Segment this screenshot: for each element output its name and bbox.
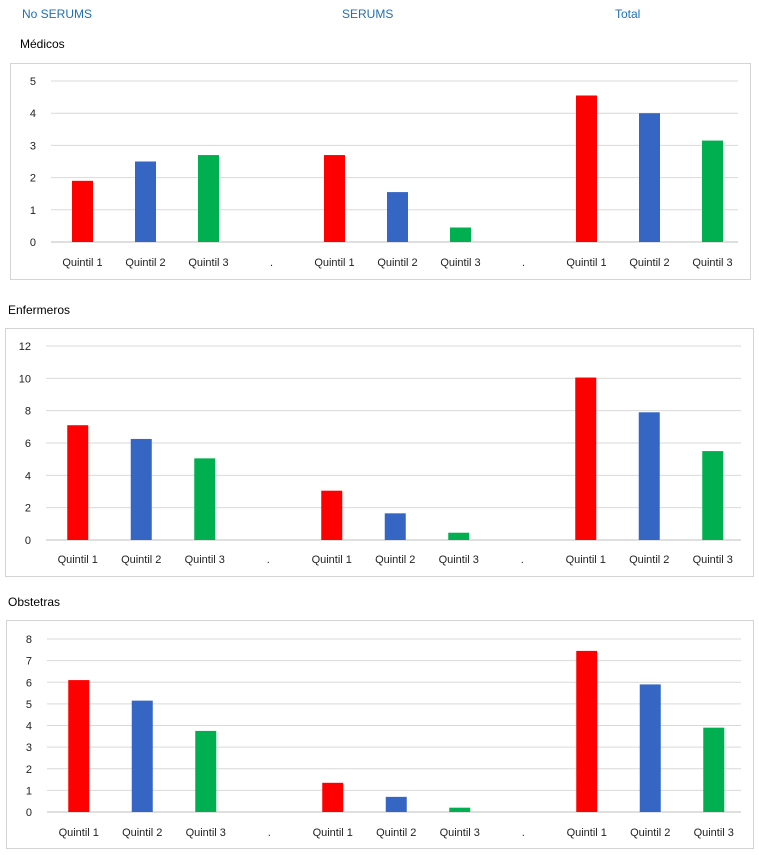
medicos-category-label: Quintil 1 (566, 257, 606, 269)
obstetras-ytick-label: 8 (26, 634, 32, 646)
medicos-bar-10 (639, 113, 660, 242)
enfermeros-bar-9 (575, 377, 597, 540)
obstetras-ytick-label: 1 (26, 785, 32, 797)
header-total: Total (615, 7, 641, 21)
obstetras-category-label: Quintil 1 (59, 827, 99, 839)
obstetras-category-label: Quintil 1 (313, 827, 353, 839)
enfermeros-bar-3 (194, 458, 216, 540)
enfermeros-category-label: Quintil 2 (629, 554, 669, 566)
enfermeros-bar-1 (67, 425, 89, 540)
medicos-ytick-label: 0 (30, 237, 36, 249)
enfermeros-category-label: . (267, 554, 270, 566)
enfermeros-ytick-label: 12 (19, 341, 31, 353)
enfermeros-ytick-label: 0 (25, 535, 31, 547)
enfermeros-bar-11 (702, 451, 724, 540)
enfermeros-ytick-label: 6 (25, 438, 31, 450)
obstetras-bar-6 (385, 796, 407, 812)
chart-title-obstetras: Obstetras (8, 595, 61, 609)
header-no-serums: No SERUMS (22, 7, 93, 21)
enfermeros-category-label: Quintil 1 (312, 554, 352, 566)
medicos-bar-5 (324, 155, 345, 242)
medicos-category-label: Quintil 1 (62, 257, 102, 269)
medicos-category-label: . (522, 257, 525, 269)
enfermeros-bar-6 (384, 513, 406, 540)
obstetras-bar-11 (703, 727, 725, 812)
medicos-bar-9 (576, 95, 597, 243)
medicos-bar-3 (198, 155, 219, 242)
obstetras-category-label: . (522, 827, 525, 839)
obstetras-ytick-label: 2 (26, 764, 32, 776)
medicos-bar-7 (450, 227, 471, 242)
medicos-category-label: Quintil 2 (377, 257, 417, 269)
chart-enfermeros-svg: 0 2 4 6 8 10 12 Quintil 1 Quintil 2 Quintil 3. Qui… (19, 341, 741, 566)
medicos-category-label: Quintil 3 (188, 257, 228, 269)
medicos-ytick-label: 5 (30, 76, 36, 88)
enfermeros-category-label: Quintil 2 (375, 554, 415, 566)
medicos-ytick-label: 2 (30, 173, 36, 185)
obstetras-bar-1 (68, 680, 90, 812)
chart-title-enfermeros: Enfermeros (8, 303, 71, 317)
medicos-bar-1 (72, 180, 93, 242)
chart-medicos: 0 1 2 3 4 5 Quintil 1 Quintil 2 Quintil 3. Quinti… (10, 63, 751, 280)
obstetras-category-label: Quintil 1 (567, 827, 607, 839)
chart-medicos-svg: 0 1 2 3 4 5 Quintil 1 Quintil 2 Quintil 3. Quinti… (30, 76, 738, 269)
medicos-category-label: . (270, 257, 273, 269)
medicos-category-label: Quintil 3 (440, 257, 480, 269)
enfermeros-bar-2 (130, 438, 152, 540)
chart-title-medicos: Médicos (20, 37, 65, 51)
header-serums: SERUMS (342, 7, 394, 21)
chart-obstetras-svg: 0 1 2 3 4 5 6 7 8 Quintil 1 Quintil 2 Quintil 3. Qui… (26, 634, 741, 839)
obstetras-bar-2 (131, 700, 153, 812)
medicos-ytick-label: 4 (30, 108, 36, 120)
enfermeros-ytick-label: 4 (25, 470, 31, 482)
medicos-ytick-label: 3 (30, 140, 36, 152)
obstetras-ytick-label: 3 (26, 742, 32, 754)
medicos-ytick-label: 1 (30, 205, 36, 217)
enfermeros-category-label: Quintil 3 (439, 554, 479, 566)
obstetras-bar-3 (195, 730, 217, 812)
medicos-category-label: Quintil 2 (125, 257, 165, 269)
obstetras-category-label: Quintil 3 (440, 827, 480, 839)
obstetras-ytick-label: 6 (26, 677, 32, 689)
obstetras-bar-5 (322, 782, 344, 812)
medicos-bar-2 (135, 161, 156, 242)
medicos-category-label: Quintil 3 (692, 257, 732, 269)
obstetras-ytick-label: 4 (26, 721, 32, 733)
enfermeros-ytick-label: 10 (19, 373, 31, 385)
enfermeros-bar-10 (638, 412, 660, 540)
chart-obstetras: 0 1 2 3 4 5 6 7 8 Quintil 1 Quintil 2 Quintil 3. Qui… (6, 620, 754, 849)
enfermeros-category-label: Quintil 1 (566, 554, 606, 566)
medicos-category-label: Quintil 1 (314, 257, 354, 269)
obstetras-bar-10 (639, 684, 661, 812)
enfermeros-bar-5 (321, 490, 343, 540)
obstetras-category-label: . (268, 827, 271, 839)
obstetras-category-label: Quintil 3 (694, 827, 734, 839)
obstetras-ytick-label: 7 (26, 656, 32, 668)
enfermeros-category-label: Quintil 3 (693, 554, 733, 566)
enfermeros-category-label: Quintil 1 (58, 554, 98, 566)
chart-enfermeros: 0 2 4 6 8 10 12 Quintil 1 Quintil 2 Quintil 3. Qui… (5, 328, 754, 577)
enfermeros-category-label: Quintil 3 (185, 554, 225, 566)
obstetras-bar-9 (576, 650, 598, 812)
medicos-category-label: Quintil 2 (629, 257, 669, 269)
enfermeros-ytick-label: 8 (25, 406, 31, 418)
obstetras-bar-7 (449, 807, 471, 812)
obstetras-category-label: Quintil 3 (186, 827, 226, 839)
medicos-bar-11 (702, 140, 723, 242)
enfermeros-bar-7 (448, 532, 470, 540)
obstetras-ytick-label: 5 (26, 699, 32, 711)
obstetras-category-label: Quintil 2 (376, 827, 416, 839)
enfermeros-ytick-label: 2 (25, 503, 31, 515)
enfermeros-category-label: Quintil 2 (121, 554, 161, 566)
obstetras-category-label: Quintil 2 (122, 827, 162, 839)
medicos-bar-6 (387, 192, 408, 242)
enfermeros-category-label: . (521, 554, 524, 566)
obstetras-ytick-label: 0 (26, 807, 32, 819)
obstetras-category-label: Quintil 2 (630, 827, 670, 839)
